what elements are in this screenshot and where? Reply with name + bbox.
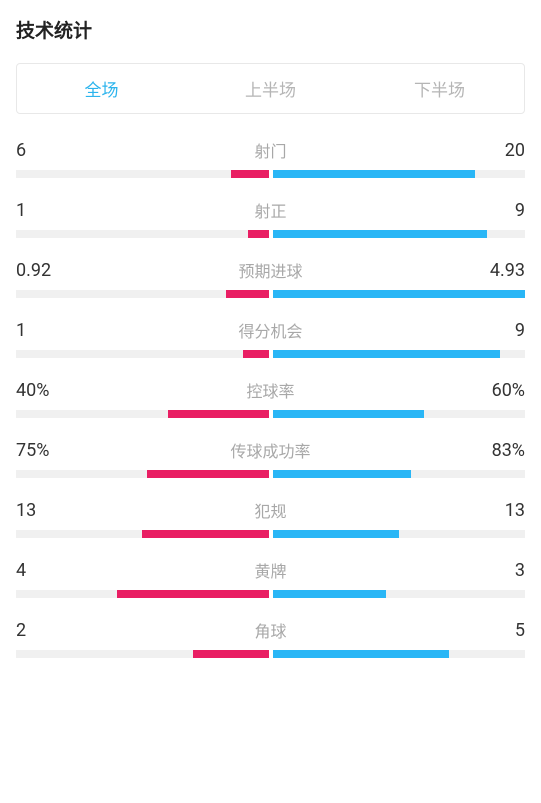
bar-left-container <box>16 410 269 418</box>
bar-right <box>273 410 425 418</box>
stat-row: 6射门20 <box>16 138 525 178</box>
bar-right-container <box>273 470 526 478</box>
bar-right-container <box>273 170 526 178</box>
bar-left-container <box>16 590 269 598</box>
bar-left <box>193 650 269 658</box>
stat-labels: 13犯规13 <box>16 498 525 522</box>
bar-right <box>273 290 526 298</box>
bar-right <box>273 470 412 478</box>
stat-value-left: 0.92 <box>16 260 76 281</box>
stat-value-left: 13 <box>16 500 76 521</box>
bar-left-container <box>16 530 269 538</box>
stat-labels: 75%传球成功率83% <box>16 438 525 462</box>
stat-name: 得分机会 <box>76 318 465 342</box>
stat-name: 角球 <box>76 618 465 642</box>
stat-value-left: 1 <box>16 200 76 221</box>
bar-right-container <box>273 290 526 298</box>
bar-right <box>273 650 450 658</box>
stat-name: 黄牌 <box>76 558 465 582</box>
bar-left <box>248 230 268 238</box>
stat-name: 控球率 <box>76 378 465 402</box>
period-tabs: 全场上半场下半场 <box>16 63 525 114</box>
stat-name: 射正 <box>76 198 465 222</box>
stat-value-left: 6 <box>16 140 76 161</box>
bar-right <box>273 530 399 538</box>
stat-value-right: 9 <box>465 200 525 221</box>
stat-labels: 6射门20 <box>16 138 525 162</box>
stat-name: 射门 <box>76 138 465 162</box>
bar-left <box>147 470 268 478</box>
stat-row: 1射正9 <box>16 198 525 238</box>
stat-name: 预期进球 <box>76 258 465 282</box>
stat-row: 75%传球成功率83% <box>16 438 525 478</box>
stat-bars <box>16 350 525 358</box>
stat-value-right: 3 <box>465 560 525 581</box>
bar-right <box>273 350 500 358</box>
stat-bars <box>16 170 525 178</box>
stat-bars <box>16 590 525 598</box>
bar-right-container <box>273 230 526 238</box>
stat-value-left: 75% <box>16 440 76 461</box>
bar-right-container <box>273 650 526 658</box>
stat-value-right: 60% <box>465 380 525 401</box>
bar-left <box>117 590 269 598</box>
stat-value-right: 20 <box>465 140 525 161</box>
stat-labels: 1得分机会9 <box>16 318 525 342</box>
bar-right <box>273 170 475 178</box>
bar-right <box>273 230 488 238</box>
stat-bars <box>16 230 525 238</box>
stat-value-right: 4.93 <box>465 260 525 281</box>
stat-value-left: 1 <box>16 320 76 341</box>
stat-row: 4黄牌3 <box>16 558 525 598</box>
bar-left-container <box>16 230 269 238</box>
stat-labels: 1射正9 <box>16 198 525 222</box>
bar-right <box>273 590 387 598</box>
tab-1[interactable]: 上半场 <box>186 64 355 113</box>
stat-value-right: 83% <box>465 440 525 461</box>
bar-right-container <box>273 350 526 358</box>
stat-labels: 2角球5 <box>16 618 525 642</box>
tab-0[interactable]: 全场 <box>17 64 186 113</box>
stat-bars <box>16 470 525 478</box>
stat-row: 2角球5 <box>16 618 525 658</box>
stat-bars <box>16 650 525 658</box>
stat-value-right: 5 <box>465 620 525 641</box>
stat-row: 13犯规13 <box>16 498 525 538</box>
stat-value-left: 40% <box>16 380 76 401</box>
stat-labels: 4黄牌3 <box>16 558 525 582</box>
bar-left-container <box>16 650 269 658</box>
stat-name: 传球成功率 <box>76 438 465 462</box>
bar-left-container <box>16 170 269 178</box>
stat-value-right: 9 <box>465 320 525 341</box>
bar-right-container <box>273 410 526 418</box>
bar-left-container <box>16 350 269 358</box>
stat-bars <box>16 530 525 538</box>
stat-labels: 40%控球率60% <box>16 378 525 402</box>
stats-container: 6射门201射正90.92预期进球4.931得分机会940%控球率60%75%传… <box>16 138 525 658</box>
bar-right-container <box>273 530 526 538</box>
stat-value-right: 13 <box>465 500 525 521</box>
bar-left-container <box>16 470 269 478</box>
stat-row: 0.92预期进球4.93 <box>16 258 525 298</box>
bar-left <box>168 410 269 418</box>
stat-value-left: 4 <box>16 560 76 581</box>
bar-left <box>243 350 268 358</box>
bar-left <box>226 290 269 298</box>
stat-value-left: 2 <box>16 620 76 641</box>
bar-left <box>142 530 268 538</box>
tab-2[interactable]: 下半场 <box>355 64 524 113</box>
stat-labels: 0.92预期进球4.93 <box>16 258 525 282</box>
page-title: 技术统计 <box>16 16 525 43</box>
stat-name: 犯规 <box>76 498 465 522</box>
stat-row: 40%控球率60% <box>16 378 525 418</box>
stat-row: 1得分机会9 <box>16 318 525 358</box>
bar-left <box>231 170 269 178</box>
stat-bars <box>16 410 525 418</box>
stat-bars <box>16 290 525 298</box>
bar-right-container <box>273 590 526 598</box>
bar-left-container <box>16 290 269 298</box>
